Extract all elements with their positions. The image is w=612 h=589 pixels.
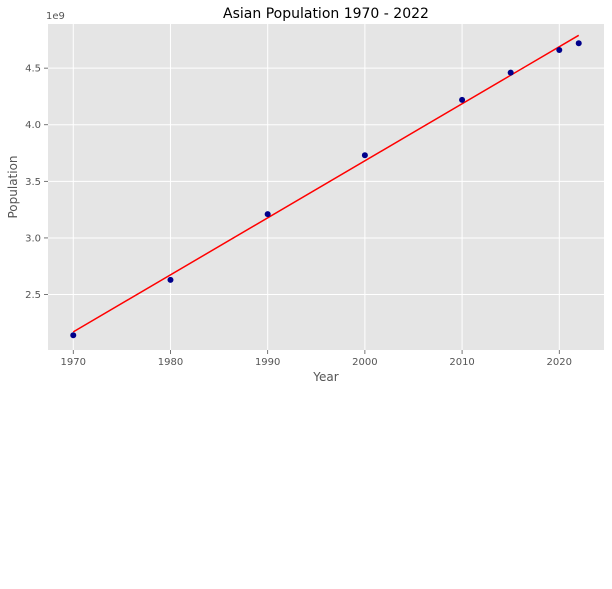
chart-title: Asian Population 1970 - 2022 <box>223 6 429 22</box>
data-point <box>70 332 77 339</box>
y-axis-offset-label: 1e9 <box>46 11 65 22</box>
data-point <box>459 96 466 103</box>
y-tick-label: 3.5 <box>25 177 41 188</box>
data-point <box>575 40 582 47</box>
x-tick-label: 2010 <box>449 357 474 368</box>
y-tick-label: 4.0 <box>25 120 41 131</box>
series <box>70 34 582 339</box>
data-point <box>167 276 174 283</box>
x-tick-label: 2000 <box>352 357 377 368</box>
trend-line <box>72 34 580 333</box>
x-tick-label: 2020 <box>547 357 572 368</box>
grid <box>48 24 604 350</box>
x-axis-label: Year <box>312 370 338 384</box>
y-tick-label: 2.5 <box>25 290 41 301</box>
y-tick-label: 3.0 <box>25 233 41 244</box>
y-tick-label: 4.5 <box>25 64 41 75</box>
x-tick-label: 1990 <box>255 357 280 368</box>
y-axis-label: Population <box>6 155 20 218</box>
axis-ticks: 1970 1980 1990 2000 2010 2020 2.5 3.0 3.5 4.0 4.5 <box>25 64 572 368</box>
data-point <box>264 211 271 218</box>
x-tick-label: 1970 <box>61 357 86 368</box>
x-tick-label: 1980 <box>158 357 183 368</box>
data-point <box>507 69 514 76</box>
data-point <box>361 152 368 159</box>
plot-area <box>48 24 604 350</box>
data-point <box>556 47 563 54</box>
